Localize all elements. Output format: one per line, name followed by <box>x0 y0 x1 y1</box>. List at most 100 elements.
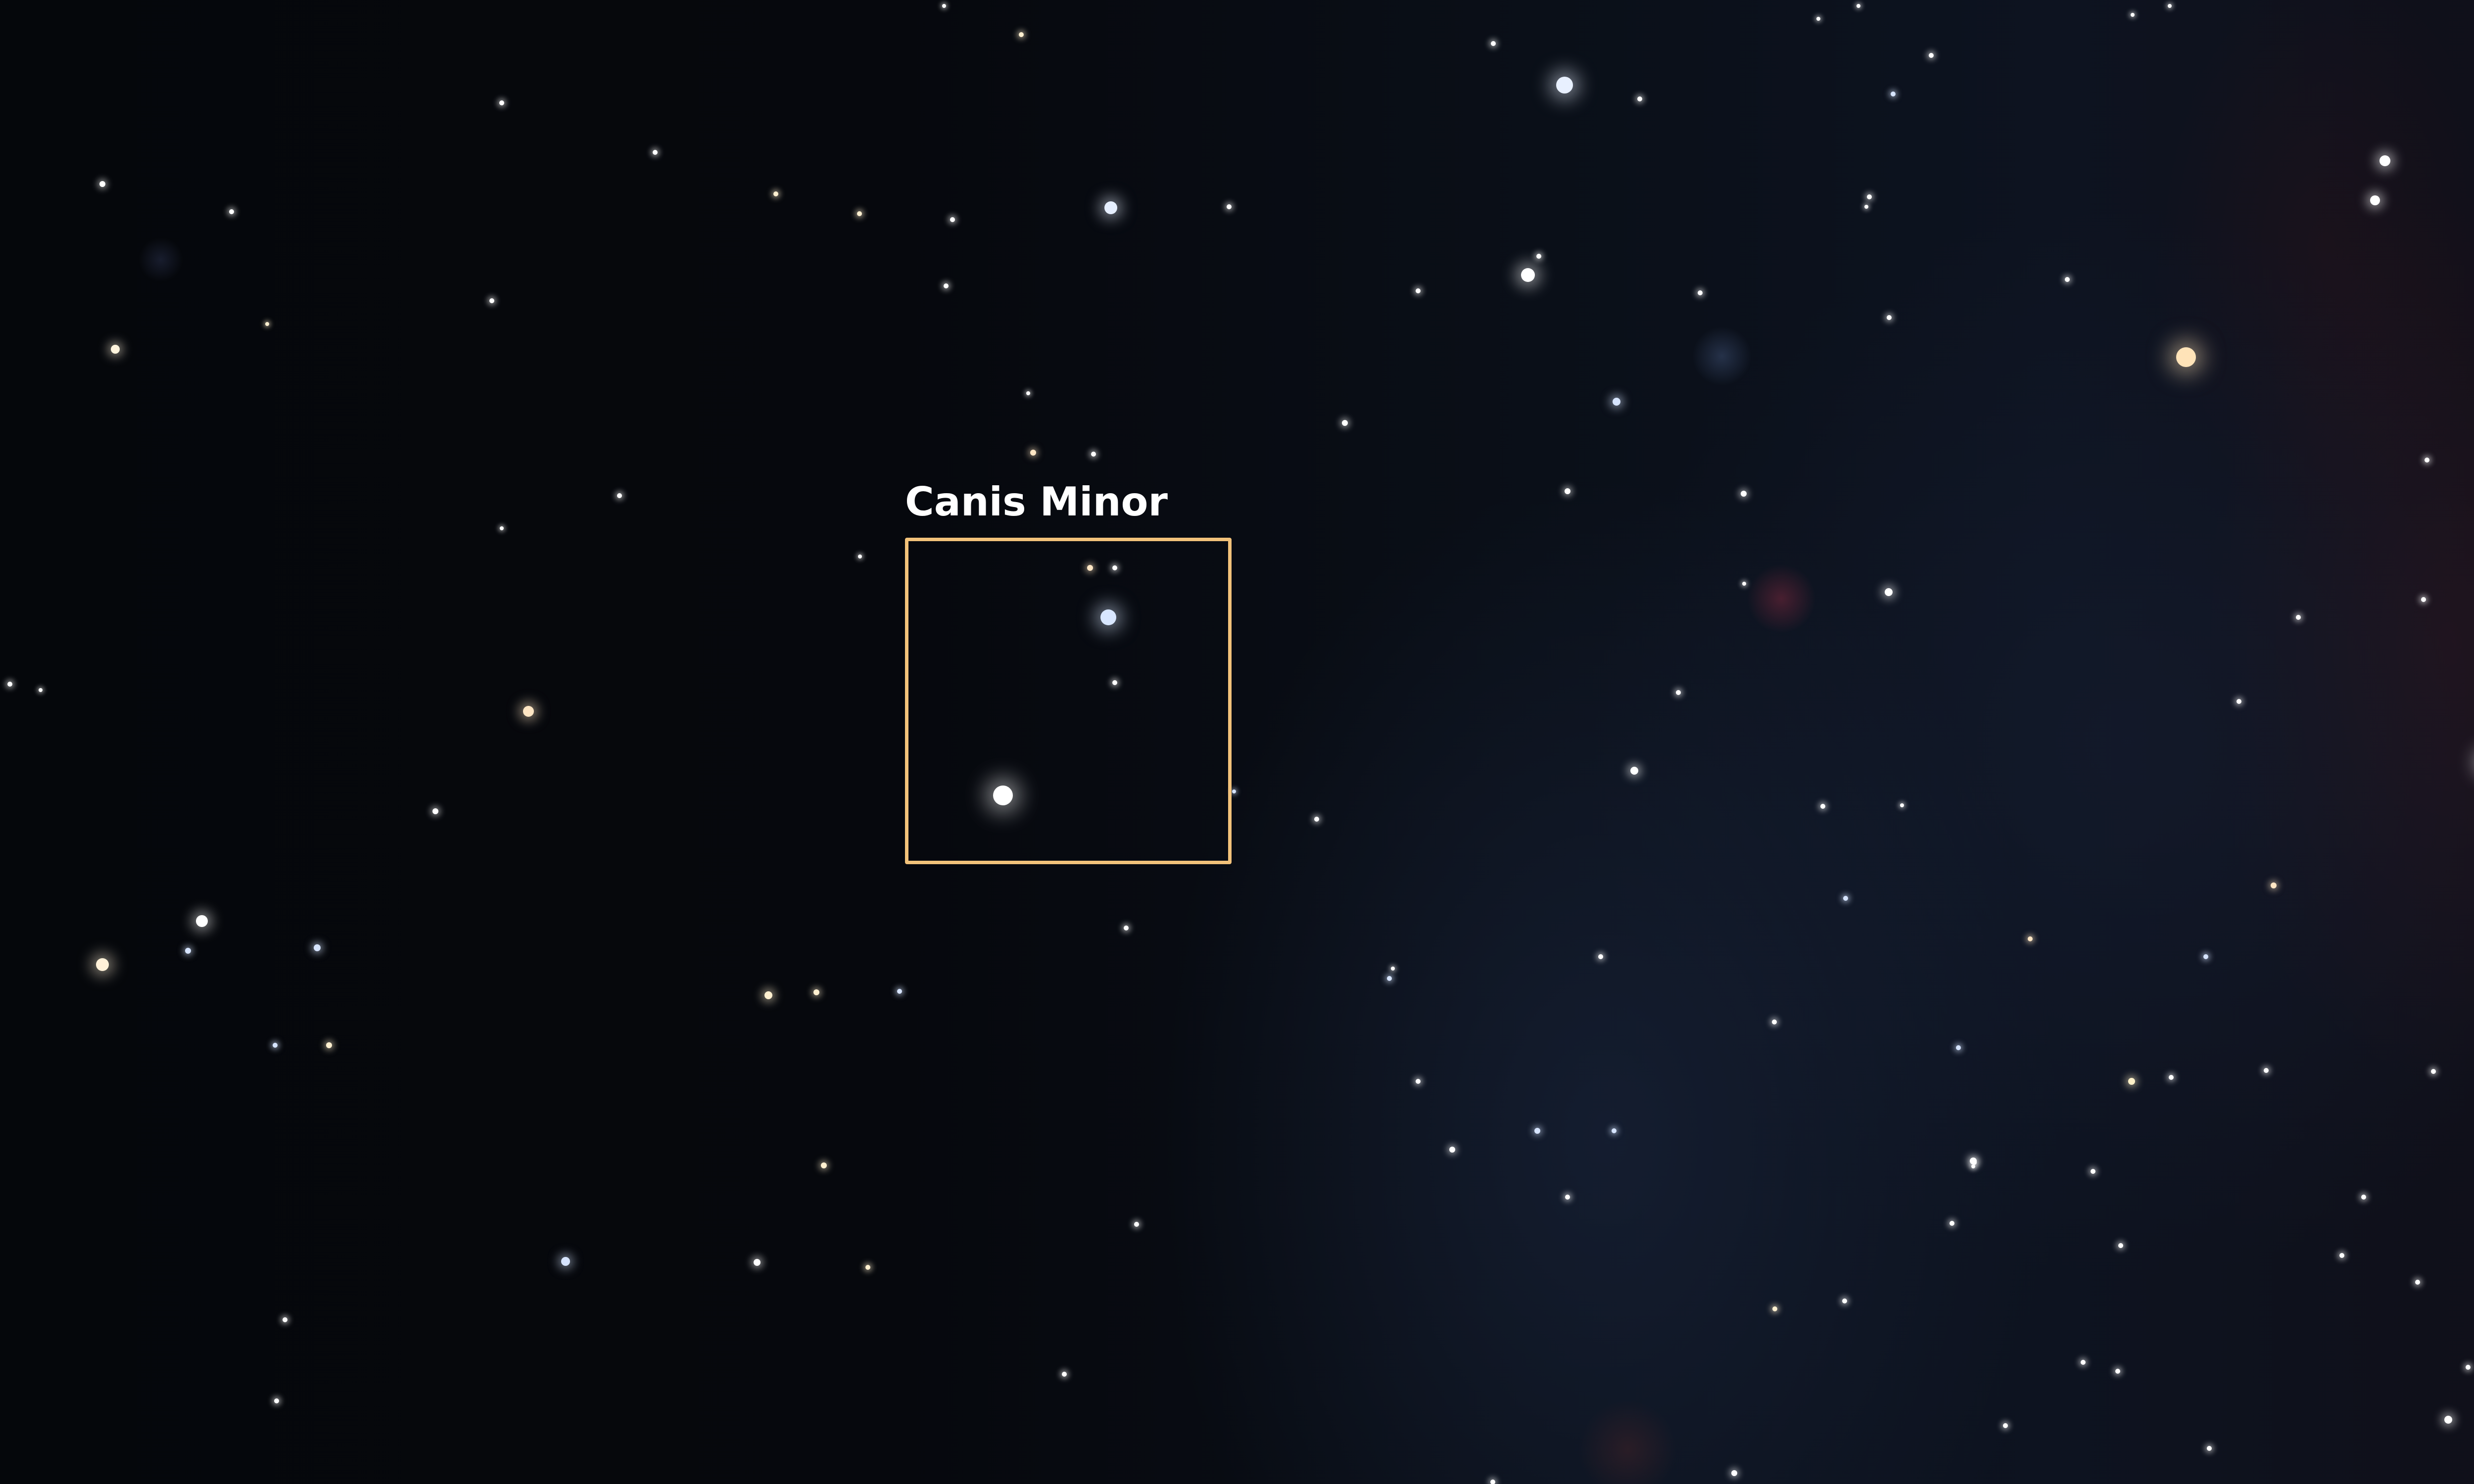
star <box>865 1265 870 1270</box>
star <box>1742 582 1746 586</box>
star <box>1490 1480 1495 1484</box>
star <box>500 526 504 530</box>
star <box>653 150 658 155</box>
star <box>2421 597 2426 602</box>
star <box>1387 976 1392 981</box>
star <box>1598 954 1603 959</box>
star <box>1030 450 1036 456</box>
star <box>2444 1416 2452 1424</box>
star <box>2128 1078 2135 1085</box>
star <box>2168 4 2172 8</box>
star <box>2169 1075 2174 1080</box>
star <box>1816 17 1820 21</box>
star <box>2339 1253 2344 1258</box>
star <box>1100 609 1116 625</box>
star <box>857 211 862 216</box>
star <box>1087 565 1093 571</box>
star <box>1887 315 1892 320</box>
star <box>950 217 955 222</box>
star <box>185 948 191 954</box>
star <box>1536 254 1541 259</box>
star <box>1556 77 1573 93</box>
star <box>1613 398 1620 406</box>
star <box>2466 1365 2471 1370</box>
star <box>1856 4 1860 8</box>
faint-nebula-patch <box>1578 1400 1677 1484</box>
star <box>2431 1069 2436 1074</box>
star <box>1391 967 1395 971</box>
star <box>1698 290 1703 295</box>
star <box>1104 201 1117 214</box>
star <box>2425 458 2429 463</box>
star <box>111 345 120 354</box>
star <box>1929 53 1934 58</box>
star <box>1521 268 1535 282</box>
star <box>1534 1128 1540 1134</box>
star <box>1630 767 1638 775</box>
star <box>1026 391 1030 395</box>
star <box>229 209 234 214</box>
star <box>942 4 946 8</box>
star <box>773 191 778 196</box>
star <box>1676 690 1681 695</box>
star <box>1637 96 1642 101</box>
star <box>1731 1470 1737 1476</box>
star <box>1956 1045 1961 1050</box>
star <box>2176 347 2196 367</box>
star <box>1900 803 1904 807</box>
star <box>1612 1128 1617 1133</box>
star <box>1867 194 1872 199</box>
star <box>993 786 1013 805</box>
star <box>489 298 494 303</box>
star <box>274 1398 279 1403</box>
star <box>1885 588 1893 596</box>
star <box>283 1317 287 1322</box>
star <box>1842 1298 1847 1303</box>
star <box>2379 155 2390 166</box>
red-nebula-patch <box>1747 564 1816 633</box>
star <box>2296 615 2301 620</box>
star <box>813 989 819 995</box>
constellation-highlight-box <box>905 538 1232 864</box>
star <box>265 322 269 326</box>
star <box>1342 420 1348 426</box>
star <box>1062 1372 1067 1377</box>
star <box>2115 1369 2120 1374</box>
blue-nebula-patch <box>1692 326 1752 386</box>
star <box>273 1043 278 1048</box>
star <box>1843 896 1848 901</box>
star <box>2415 1280 2420 1285</box>
star <box>561 1257 570 1266</box>
star <box>1950 1221 1954 1226</box>
star <box>2207 1446 2212 1451</box>
star <box>617 493 622 498</box>
star <box>2203 954 2208 959</box>
star <box>1019 32 1024 37</box>
star <box>2264 1068 2269 1073</box>
star <box>1112 565 1117 570</box>
constellation-label: Canis Minor <box>905 479 1168 525</box>
star <box>99 181 105 187</box>
star <box>1971 1164 1975 1168</box>
star <box>1491 41 1496 46</box>
star <box>2003 1423 2008 1428</box>
star <box>1741 491 1747 497</box>
star <box>2361 1195 2366 1200</box>
star <box>1091 452 1096 457</box>
star <box>2028 936 2033 941</box>
star <box>1134 1222 1139 1227</box>
star <box>1124 926 1129 930</box>
star <box>858 555 862 558</box>
star <box>314 944 321 951</box>
star <box>1772 1306 1777 1311</box>
star <box>754 1259 761 1266</box>
star <box>1449 1147 1455 1153</box>
star <box>2065 277 2070 282</box>
star <box>196 915 208 927</box>
star <box>96 958 109 971</box>
star <box>39 688 43 692</box>
star <box>2131 13 2135 17</box>
star <box>1972 1160 1977 1165</box>
star <box>2081 1360 2086 1365</box>
